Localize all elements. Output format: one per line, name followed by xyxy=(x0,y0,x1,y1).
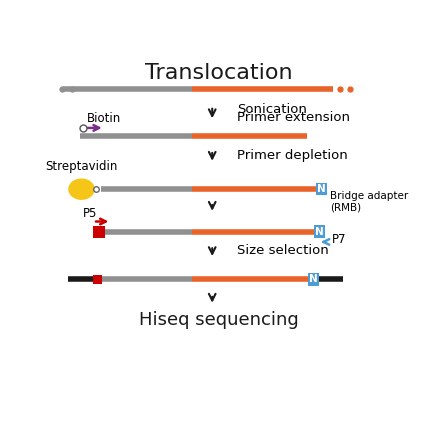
Text: P5: P5 xyxy=(83,207,97,220)
Text: Streptavidin: Streptavidin xyxy=(45,160,118,173)
FancyBboxPatch shape xyxy=(93,225,104,238)
Text: P7: P7 xyxy=(331,233,346,246)
Text: N: N xyxy=(317,184,325,194)
Text: Translocation: Translocation xyxy=(145,63,292,83)
Text: Primer extension: Primer extension xyxy=(236,110,349,123)
Text: Hiseq sequencing: Hiseq sequencing xyxy=(138,311,298,329)
Text: N: N xyxy=(308,274,317,284)
Text: Size selection: Size selection xyxy=(236,244,328,257)
Text: Bridge adapter
(RMB): Bridge adapter (RMB) xyxy=(329,191,407,213)
Text: Biotin: Biotin xyxy=(86,111,121,125)
Text: Primer depletion: Primer depletion xyxy=(236,149,347,162)
Ellipse shape xyxy=(69,179,94,199)
Text: N: N xyxy=(315,227,323,237)
Text: Sonication: Sonication xyxy=(236,103,306,116)
FancyBboxPatch shape xyxy=(93,274,102,284)
